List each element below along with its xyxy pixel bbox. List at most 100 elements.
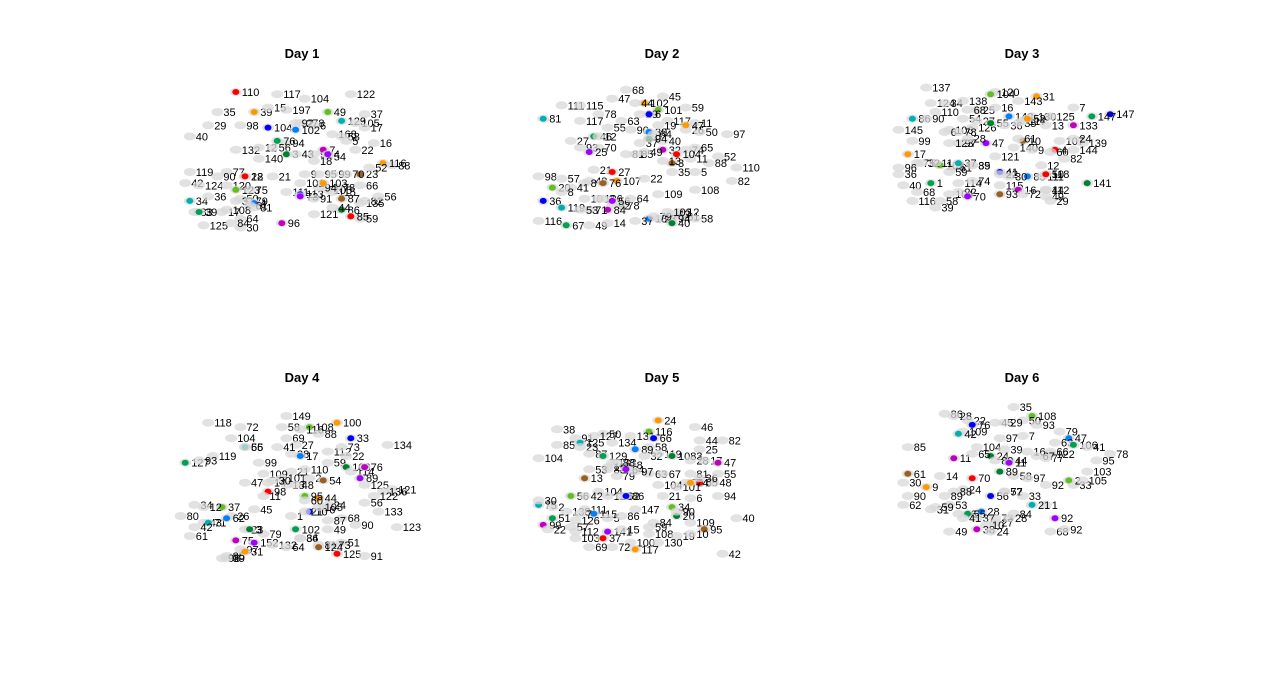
cell-marker <box>250 109 258 115</box>
cell-marker <box>558 204 566 211</box>
cell-footprint <box>289 480 302 489</box>
cell-marker <box>278 220 286 227</box>
cell-label: 76 <box>609 178 621 190</box>
cell-label: 63 <box>627 116 639 128</box>
cell-footprint <box>638 174 651 183</box>
cell-label: 104 <box>983 442 1001 454</box>
cell-label: 10 <box>992 520 1004 532</box>
cell-marker <box>581 475 589 482</box>
cell-label: 110 <box>311 464 329 476</box>
cell-label: 84 <box>614 205 626 217</box>
cell-label: 42 <box>964 429 976 441</box>
cell-footprint <box>943 190 956 199</box>
cell-marker <box>241 173 249 180</box>
cell-footprint <box>656 156 669 165</box>
cell-label: 109 <box>969 427 987 439</box>
cell-footprint <box>652 538 665 547</box>
cell-footprint <box>702 159 715 168</box>
cell-footprint <box>340 170 353 179</box>
cell-label: 19 <box>664 120 676 132</box>
cell-label: 4 <box>334 149 340 161</box>
cell-marker <box>1028 501 1036 508</box>
cell-footprint <box>280 543 293 552</box>
cell-footprint <box>689 168 701 176</box>
cell-footprint <box>308 194 320 203</box>
cell-footprint <box>555 188 568 196</box>
cell-footprint <box>312 170 325 179</box>
cell-footprint <box>252 154 265 163</box>
cell-marker <box>654 106 662 113</box>
cell-label: 84 <box>237 218 249 230</box>
cell-footprint <box>938 99 951 108</box>
cell-label: 89 <box>1006 467 1018 479</box>
cell-label: 81 <box>260 203 272 215</box>
cell-label: 81 <box>549 114 561 126</box>
cell-footprint <box>643 469 655 478</box>
cell-label: 61 <box>914 469 926 481</box>
cell-label: 41 <box>1093 442 1105 454</box>
cell-label: 39 <box>233 553 245 565</box>
cell-footprint <box>957 485 969 494</box>
cell-footprint <box>354 214 366 223</box>
cell-footprint <box>989 518 1002 527</box>
cell-label: 76 <box>283 136 295 148</box>
cell-label: 28 <box>1015 513 1027 525</box>
cell-footprint <box>285 467 297 476</box>
cell-marker <box>1023 173 1031 180</box>
cell-footprint <box>892 125 905 134</box>
cell-footprint <box>957 514 969 523</box>
cell-label: 59 <box>366 214 378 226</box>
cell-footprint <box>629 505 642 514</box>
cell-label: 12 <box>251 171 263 183</box>
cell-footprint <box>271 90 284 99</box>
cell-marker <box>904 470 912 477</box>
cell-footprint <box>377 487 389 496</box>
cell-footprint <box>929 159 942 168</box>
cell-label: 39 <box>205 207 217 219</box>
cell-label: 104 <box>683 149 701 161</box>
cell-footprint <box>193 456 205 465</box>
cell-label: 64 <box>292 542 304 554</box>
cell-label: 47 <box>724 458 736 470</box>
cell-label: 97 <box>641 467 653 479</box>
cell-footprint <box>707 478 720 487</box>
cell-label: 54 <box>334 151 346 163</box>
cell-label: 105 <box>1089 475 1107 487</box>
cell-marker <box>590 510 598 517</box>
cell-footprint <box>952 179 965 188</box>
cell-footprint <box>712 152 724 161</box>
cell-footprint <box>326 188 339 196</box>
cell-label: 22 <box>650 174 662 186</box>
cell-footprint <box>615 201 628 210</box>
cell-label: 115 <box>586 100 604 112</box>
cell-label: 97 <box>733 129 745 141</box>
cell-label: 95 <box>1102 455 1114 467</box>
cell-footprint <box>174 512 187 520</box>
cell-label: 25 <box>706 444 718 456</box>
cell-footprint <box>684 518 697 527</box>
cell-label: 16 <box>1001 103 1013 115</box>
cell-footprint <box>532 454 545 463</box>
cell-label: 124 <box>205 180 223 192</box>
cell-footprint <box>624 538 637 547</box>
cell-label: 71 <box>595 205 607 217</box>
cell-marker <box>1083 180 1091 187</box>
cell-label: 60 <box>311 495 323 507</box>
cell-footprint <box>280 412 293 420</box>
cell-footprint <box>716 436 729 445</box>
cell-label: 47 <box>618 94 630 106</box>
cell-label: 90 <box>683 507 695 519</box>
cell-marker <box>682 122 690 129</box>
cell-marker <box>562 222 570 229</box>
cell-label: 70 <box>604 143 616 155</box>
cell-footprint <box>906 136 919 145</box>
cell-label: 75 <box>256 185 268 197</box>
cell-footprint <box>656 469 669 478</box>
cell-label: 92 <box>1061 513 1073 525</box>
cell-footprint <box>372 192 385 201</box>
cell-footprint <box>675 212 688 221</box>
cell-footprint <box>629 150 642 159</box>
cell-footprint <box>321 525 334 534</box>
cell-footprint <box>1076 139 1089 148</box>
